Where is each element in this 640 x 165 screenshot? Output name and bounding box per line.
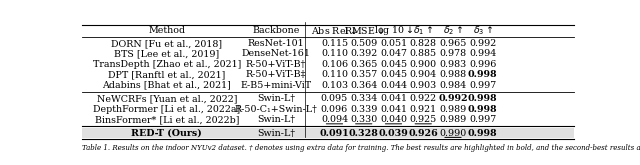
Text: 0.990: 0.990 xyxy=(440,129,467,137)
Text: 0.110: 0.110 xyxy=(321,49,348,58)
Text: 0.045: 0.045 xyxy=(380,70,407,79)
Text: 0.983: 0.983 xyxy=(440,60,467,69)
Text: 0.365: 0.365 xyxy=(350,60,378,69)
Text: Backbone: Backbone xyxy=(252,26,300,35)
Text: 0.041: 0.041 xyxy=(380,105,407,114)
Text: DenseNet-161: DenseNet-161 xyxy=(241,49,310,58)
Text: 0.997: 0.997 xyxy=(469,81,497,90)
Text: 0.115: 0.115 xyxy=(321,39,348,48)
Text: 0.110: 0.110 xyxy=(321,70,348,79)
Text: Table 1. Results on the indoor NYUv2 dataset. † denotes using extra data for tra: Table 1. Results on the indoor NYUv2 dat… xyxy=(83,144,640,152)
Text: 0.996: 0.996 xyxy=(469,60,497,69)
Text: 0.096: 0.096 xyxy=(321,105,348,114)
Text: 0.925: 0.925 xyxy=(410,115,437,124)
Text: 0.989: 0.989 xyxy=(440,105,467,114)
Text: 0.339: 0.339 xyxy=(350,105,378,114)
Text: 0.392: 0.392 xyxy=(350,49,378,58)
Text: 0.998: 0.998 xyxy=(468,129,497,137)
Text: Swin-L†: Swin-L† xyxy=(257,94,295,103)
Text: 0.989: 0.989 xyxy=(440,115,467,124)
Text: 0.921: 0.921 xyxy=(410,105,436,114)
Text: $\delta_1$$\uparrow$: $\delta_1$$\uparrow$ xyxy=(413,24,433,37)
Text: 0.094: 0.094 xyxy=(321,115,348,124)
Text: 0.051: 0.051 xyxy=(380,39,407,48)
Text: Method: Method xyxy=(148,26,186,35)
Text: 0.334: 0.334 xyxy=(350,94,378,103)
Text: 0.364: 0.364 xyxy=(350,81,378,90)
Text: 0.992: 0.992 xyxy=(438,94,468,103)
Text: 0.103: 0.103 xyxy=(321,81,348,90)
Text: 0.095: 0.095 xyxy=(321,94,348,103)
Text: 0.091: 0.091 xyxy=(319,129,349,137)
Text: 0.992: 0.992 xyxy=(469,39,497,48)
Text: 0.984: 0.984 xyxy=(440,81,467,90)
Text: 0.922: 0.922 xyxy=(410,94,436,103)
Text: 0.328: 0.328 xyxy=(349,129,379,137)
Text: 0.885: 0.885 xyxy=(410,49,436,58)
Text: Abs Rel$\downarrow$: Abs Rel$\downarrow$ xyxy=(311,25,358,36)
Text: DepthFormer [Li et al., 2022a]: DepthFormer [Li et al., 2022a] xyxy=(93,105,241,114)
Text: 0.330: 0.330 xyxy=(350,115,378,124)
Text: RMSE$\downarrow$: RMSE$\downarrow$ xyxy=(344,25,384,36)
Text: $\delta_2$$\uparrow$: $\delta_2$$\uparrow$ xyxy=(443,24,463,37)
Text: 0.994: 0.994 xyxy=(469,49,497,58)
FancyBboxPatch shape xyxy=(83,128,573,138)
Text: RED-T (Ours): RED-T (Ours) xyxy=(131,129,202,137)
Text: NeWCRFs [Yuan et al., 2022]: NeWCRFs [Yuan et al., 2022] xyxy=(97,94,237,103)
Text: 0.998: 0.998 xyxy=(468,105,497,114)
Text: R-50-C₁+Swin-L†: R-50-C₁+Swin-L† xyxy=(234,105,317,114)
Text: 0.039: 0.039 xyxy=(379,129,408,137)
Text: log 10$\downarrow$: log 10$\downarrow$ xyxy=(374,24,413,37)
Text: 0.903: 0.903 xyxy=(410,81,437,90)
Text: 0.509: 0.509 xyxy=(350,39,378,48)
Text: ResNet-101: ResNet-101 xyxy=(248,39,304,48)
Text: Swin-L†: Swin-L† xyxy=(257,115,295,124)
Text: 0.357: 0.357 xyxy=(350,70,378,79)
Text: 0.900: 0.900 xyxy=(410,60,436,69)
Text: 0.041: 0.041 xyxy=(380,94,407,103)
Text: 0.988: 0.988 xyxy=(440,70,467,79)
Text: 0.998: 0.998 xyxy=(468,70,497,79)
Text: 0.047: 0.047 xyxy=(380,49,407,58)
Text: 0.998: 0.998 xyxy=(468,94,497,103)
Text: DORN [Fu et al., 2018]: DORN [Fu et al., 2018] xyxy=(111,39,222,48)
Text: 0.045: 0.045 xyxy=(380,60,407,69)
Text: $\delta_3$$\uparrow$: $\delta_3$$\uparrow$ xyxy=(473,24,493,37)
Text: 0.965: 0.965 xyxy=(439,39,467,48)
Text: 0.828: 0.828 xyxy=(410,39,436,48)
Text: E-B5+mini-ViT: E-B5+mini-ViT xyxy=(241,81,312,90)
Text: 0.040: 0.040 xyxy=(380,115,407,124)
Text: 0.106: 0.106 xyxy=(321,60,348,69)
Text: 0.044: 0.044 xyxy=(380,81,407,90)
Text: Adabins [Bhat et al., 2021]: Adabins [Bhat et al., 2021] xyxy=(102,81,231,90)
Text: TransDepth [Zhao et al., 2021]: TransDepth [Zhao et al., 2021] xyxy=(93,60,241,69)
Text: Swin-L†: Swin-L† xyxy=(257,129,295,137)
Text: 0.926: 0.926 xyxy=(408,129,438,137)
Text: 0.997: 0.997 xyxy=(469,115,497,124)
Text: 0.978: 0.978 xyxy=(440,49,467,58)
Text: R-50+ViT-B†: R-50+ViT-B† xyxy=(246,60,306,69)
Text: DPT [Ranftl et al., 2021]: DPT [Ranftl et al., 2021] xyxy=(108,70,225,79)
Text: R-50+ViT-B‡: R-50+ViT-B‡ xyxy=(246,70,306,79)
Text: BTS [Lee et al., 2019]: BTS [Lee et al., 2019] xyxy=(114,49,220,58)
Text: BinsFormer* [Li et al., 2022b]: BinsFormer* [Li et al., 2022b] xyxy=(95,115,239,124)
Text: 0.904: 0.904 xyxy=(410,70,436,79)
